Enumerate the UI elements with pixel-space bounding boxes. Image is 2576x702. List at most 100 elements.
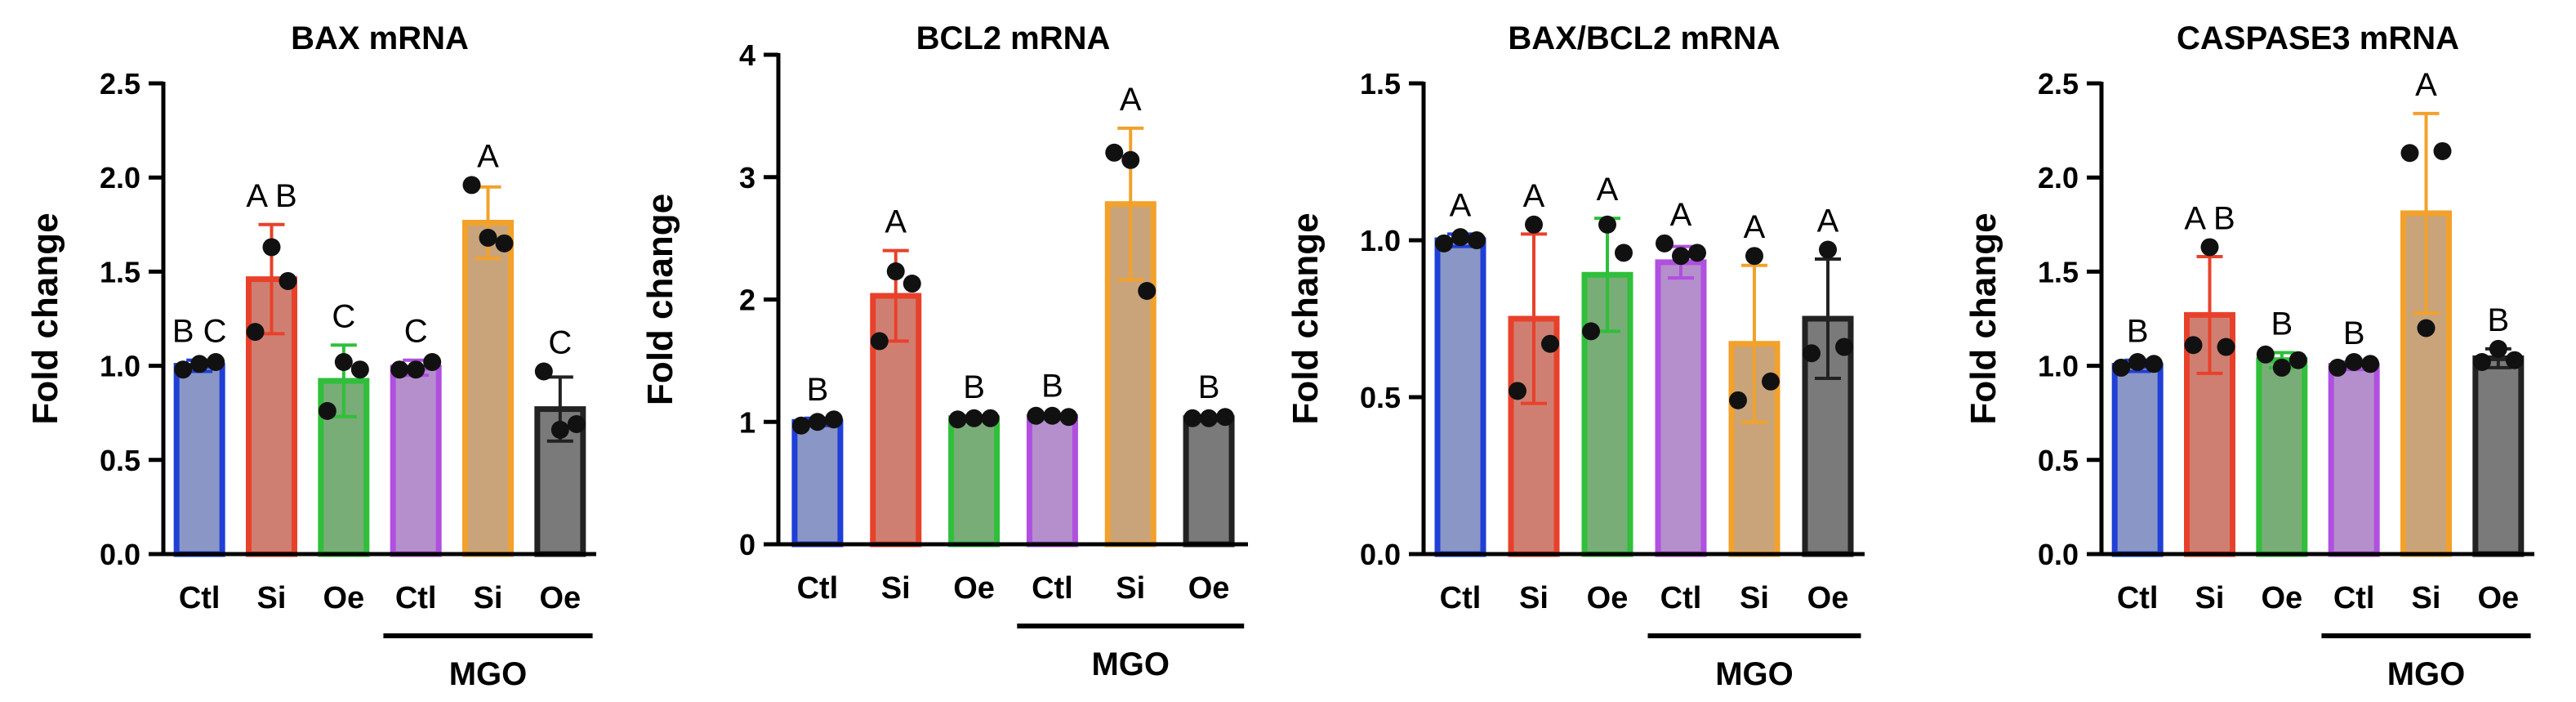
- y-tick-label: 2.0: [2038, 161, 2079, 195]
- data-point: [1451, 228, 1469, 247]
- significance-letter: A: [1120, 82, 1142, 118]
- y-tick-label: 1.0: [100, 350, 140, 383]
- data-point: [1541, 334, 1559, 353]
- data-point: [1138, 282, 1157, 301]
- data-point: [2417, 319, 2436, 338]
- data-point: [1509, 382, 1526, 400]
- y-tick-label: 1: [739, 405, 755, 439]
- data-point: [1835, 338, 1853, 356]
- data-point: [407, 360, 426, 379]
- y-tick-label: 0.5: [1360, 381, 1401, 414]
- data-point: [1027, 406, 1045, 425]
- y-tick-label: 0.0: [2038, 538, 2079, 571]
- data-point: [2112, 358, 2131, 377]
- x-tick-label: Oe: [1807, 581, 1849, 615]
- significance-letter: B C: [172, 314, 227, 350]
- bar: [173, 363, 225, 557]
- bar: [2111, 363, 2164, 557]
- data-point: [1615, 244, 1633, 262]
- significance-letter: B: [2487, 302, 2509, 338]
- significance-letter: A B: [246, 178, 296, 214]
- x-tick-label: Si: [2195, 581, 2225, 615]
- bar: [1026, 414, 1078, 548]
- panel-title: BAX/BCL2 mRNA: [1508, 20, 1780, 56]
- y-tick-label: 2: [739, 284, 755, 317]
- data-point: [886, 262, 905, 281]
- data-point: [2289, 351, 2307, 369]
- x-tick-label: Ctl: [395, 581, 437, 615]
- panel-title: CASPASE3 mRNA: [2177, 20, 2459, 56]
- data-point: [2400, 144, 2419, 163]
- y-axis-label: Fold change: [1963, 212, 2003, 424]
- data-point: [318, 401, 336, 420]
- significance-letter: A: [1597, 172, 1619, 208]
- x-tick-label: Ctl: [179, 581, 221, 615]
- data-point: [2361, 355, 2380, 373]
- x-tick-label: Si: [1519, 581, 1549, 615]
- data-point: [2329, 358, 2347, 377]
- y-tick-label: 0.0: [100, 538, 140, 571]
- data-point: [534, 362, 553, 381]
- data-point: [902, 275, 921, 293]
- data-point: [1435, 234, 1453, 253]
- significance-letter: B: [2127, 314, 2149, 350]
- data-point: [2145, 355, 2164, 373]
- y-tick-label: 0.5: [100, 444, 140, 477]
- y-tick-label: 3: [739, 161, 755, 195]
- data-point: [495, 234, 514, 253]
- panel-title: BCL2 mRNA: [916, 20, 1111, 56]
- data-point: [1105, 143, 1124, 162]
- data-point: [791, 416, 810, 435]
- x-tick-label: Ctl: [1032, 571, 1073, 606]
- data-point: [2472, 352, 2491, 371]
- data-point: [1656, 234, 1674, 253]
- y-tick-label: 1.0: [1360, 224, 1401, 257]
- x-tick-label: Oe: [539, 581, 581, 615]
- significance-letter: A: [885, 204, 907, 240]
- x-tick-label: Ctl: [797, 571, 839, 606]
- x-tick-label: Si: [2412, 581, 2441, 615]
- data-point: [1200, 409, 1219, 427]
- data-point: [1216, 408, 1235, 427]
- y-tick-label: 2.5: [100, 67, 140, 101]
- x-tick-label: Oe: [2261, 581, 2302, 615]
- panel-title: BAX mRNA: [291, 20, 469, 56]
- y-axis-label: Fold change: [640, 194, 680, 405]
- data-point: [390, 360, 409, 379]
- x-tick-label: Oe: [953, 571, 995, 606]
- significance-letter: A B: [2184, 200, 2235, 236]
- y-tick-label: 2.0: [100, 161, 140, 195]
- x-tick-label: Oe: [1188, 571, 1230, 606]
- significance-letter: A: [477, 138, 499, 174]
- data-point: [1183, 409, 1202, 427]
- x-tick-label: Oe: [1587, 581, 1629, 615]
- data-point: [1468, 231, 1486, 249]
- x-tick-label: Ctl: [1660, 581, 1702, 615]
- y-tick-label: 1.0: [2038, 350, 2079, 383]
- x-tick-label: Oe: [323, 581, 364, 615]
- significance-letter: C: [404, 314, 428, 350]
- data-point: [948, 410, 967, 429]
- data-point: [2489, 339, 2507, 358]
- bar: [1183, 415, 1235, 548]
- data-point: [2433, 141, 2452, 160]
- y-axis-label: Fold change: [25, 212, 65, 424]
- x-tick-label: Ctl: [2117, 581, 2159, 615]
- data-point: [1729, 391, 1747, 409]
- y-axis-label: Fold change: [1286, 212, 1326, 424]
- significance-letter: B: [1198, 369, 1220, 405]
- data-point: [1688, 244, 1706, 262]
- data-point: [1525, 215, 1543, 234]
- significance-letter: C: [332, 298, 355, 334]
- data-point: [479, 228, 497, 247]
- data-point: [2128, 352, 2147, 371]
- y-tick-label: 0: [739, 528, 755, 561]
- significance-letter: A: [1523, 178, 1545, 214]
- x-tick-label: Si: [881, 571, 911, 606]
- bar: [948, 415, 1001, 548]
- bar: [2328, 363, 2380, 557]
- data-point: [2505, 351, 2524, 369]
- bar: [1655, 259, 1707, 557]
- significance-letter: B: [2271, 306, 2293, 342]
